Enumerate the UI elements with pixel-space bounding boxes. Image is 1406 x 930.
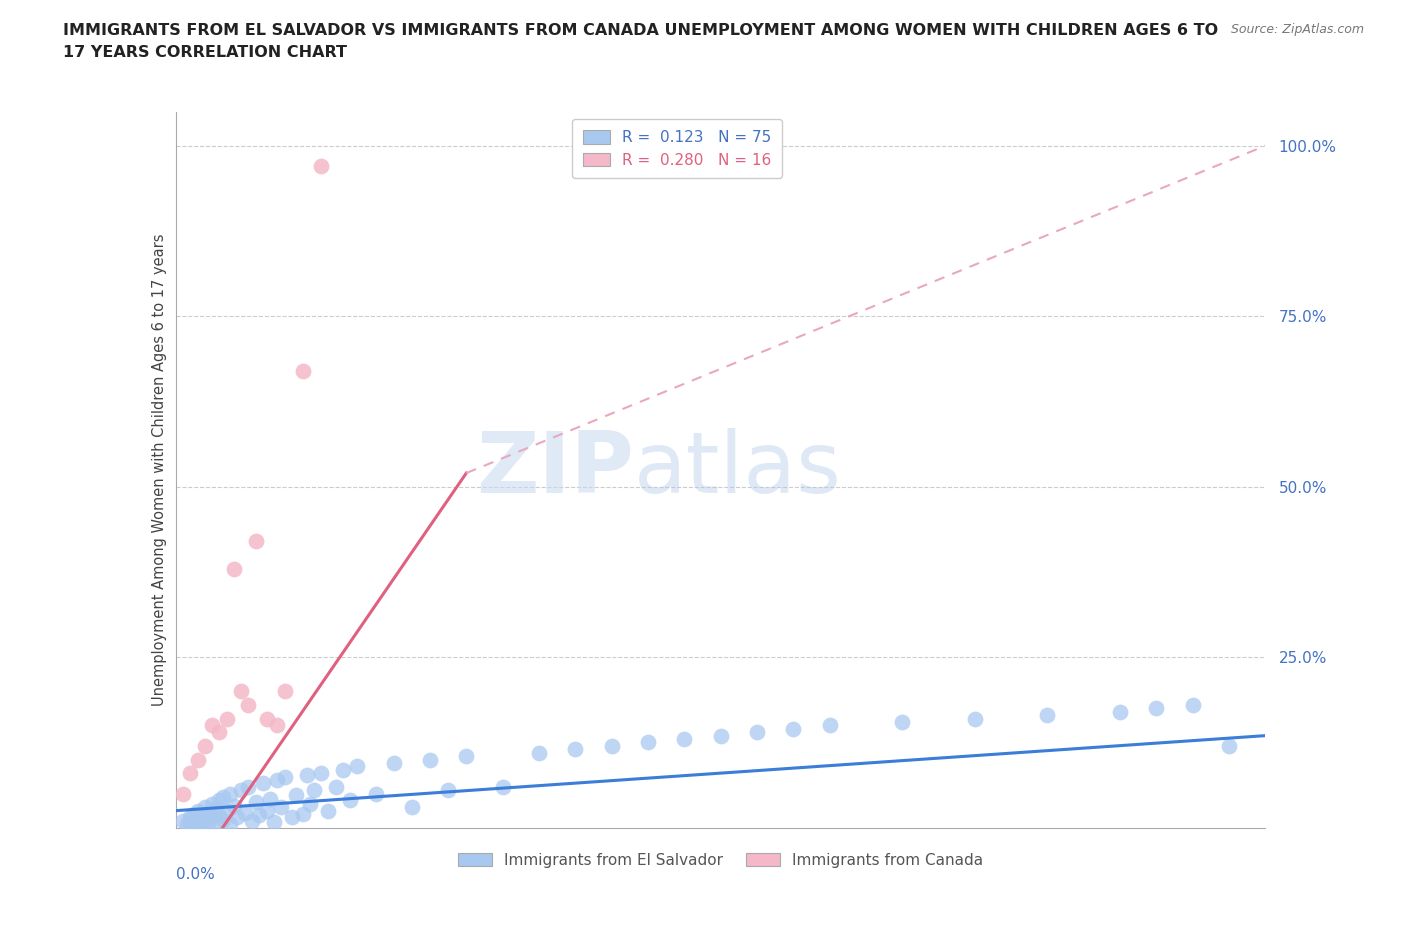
Point [256,804,278,818]
Point [382,755,405,770]
Point [291,364,314,379]
Point [208,808,231,823]
Point [226,810,249,825]
Point [204,801,226,816]
Point [281,810,304,825]
Point [208,793,231,808]
Point [291,806,314,821]
Text: atlas: atlas [633,428,841,512]
Point [673,732,696,747]
Point [215,711,238,726]
Point [782,722,804,737]
Point [1146,701,1168,716]
Point [179,810,201,825]
Point [364,786,387,801]
Point [318,804,340,818]
Point [274,769,297,784]
Point [339,793,361,808]
Point [183,806,205,821]
Point [527,745,550,760]
Point [245,534,267,549]
Text: ZIP: ZIP [475,428,633,512]
Point [818,718,841,733]
Point [179,815,201,830]
Point [401,800,423,815]
Point [299,796,322,811]
Point [194,814,217,829]
Point [201,810,224,825]
Point [332,763,354,777]
Point [263,815,285,830]
Point [295,767,318,782]
Point [238,779,260,794]
Point [186,812,209,827]
Point [194,800,217,815]
Point [204,815,226,830]
Point [215,804,238,818]
Point [201,718,224,733]
Point [492,779,515,794]
Point [176,817,198,831]
Point [252,776,274,790]
Point [172,786,194,801]
Text: 17 YEARS CORRELATION CHART: 17 YEARS CORRELATION CHART [63,45,347,60]
Point [190,816,212,830]
Point [284,788,307,803]
Point [309,765,332,780]
Point [197,817,219,831]
Point [256,711,278,726]
Y-axis label: Unemployment Among Women with Children Ages 6 to 17 years: Unemployment Among Women with Children A… [152,233,167,706]
Point [346,759,368,774]
Point [637,735,659,750]
Point [1218,738,1240,753]
Point [245,794,267,809]
Point [259,791,281,806]
Point [247,808,270,823]
Point [238,698,260,712]
Point [302,783,325,798]
Point [212,790,235,804]
Point [172,814,194,829]
Point [600,738,623,753]
Point [231,684,253,698]
Point [309,159,332,174]
Point [745,724,768,739]
Point [710,728,733,743]
Point [212,812,235,827]
Point [1109,704,1132,719]
Point [197,805,219,820]
Point [219,817,242,831]
Point [179,765,201,780]
Text: IMMIGRANTS FROM EL SALVADOR VS IMMIGRANTS FROM CANADA UNEMPLOYMENT AMONG WOMEN W: IMMIGRANTS FROM EL SALVADOR VS IMMIGRANT… [63,23,1219,38]
Point [437,783,460,798]
Point [274,684,297,698]
Point [266,773,288,788]
Text: Source: ZipAtlas.com: Source: ZipAtlas.com [1230,23,1364,36]
Point [419,752,441,767]
Point [891,714,914,729]
Point [231,783,253,798]
Point [456,749,478,764]
Point [208,724,231,739]
Point [219,786,242,801]
Point [240,814,263,829]
Point [564,742,586,757]
Point [190,808,212,823]
Point [266,718,288,733]
Point [1036,708,1059,723]
Point [201,796,224,811]
Point [222,561,245,576]
Point [270,800,292,815]
Text: 0.0%: 0.0% [176,867,215,882]
Point [963,711,986,726]
Point [194,738,217,753]
Point [325,779,347,794]
Point [186,752,209,767]
Point [186,804,209,818]
Point [1181,698,1204,712]
Point [233,805,256,820]
Legend: Immigrants from El Salvador, Immigrants from Canada: Immigrants from El Salvador, Immigrants … [453,846,988,874]
Point [183,818,205,833]
Point [222,799,245,814]
